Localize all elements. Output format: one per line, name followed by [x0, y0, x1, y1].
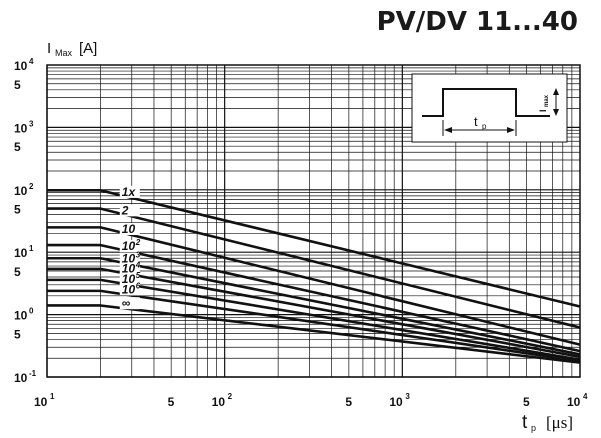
- y-axis-label-main: I: [47, 40, 51, 57]
- x-axis-label: t p [μs]: [522, 412, 573, 433]
- series-label-exponent: 3: [136, 251, 141, 260]
- series-label-exponent: 2: [135, 238, 141, 247]
- y-axis-label-unit: [A]: [79, 40, 97, 57]
- amplitude-label: I: [538, 109, 548, 112]
- x-tick-label: 5: [523, 395, 530, 409]
- y-tick-label: 10: [14, 121, 28, 135]
- plot-frame: [46, 64, 581, 378]
- x-tick-exponent: 1: [50, 392, 55, 401]
- series-label-exponent: 4: [135, 261, 141, 270]
- pulse-inset: t p I max: [411, 73, 568, 143]
- series-line: [47, 267, 581, 359]
- x-tick-exponent: 2: [228, 392, 233, 401]
- amplitude-head-top: [553, 88, 559, 95]
- y-tick-exponent: 3: [29, 119, 34, 128]
- x-tick-label: 5: [168, 395, 175, 409]
- series-label-bg: [119, 204, 140, 217]
- series-label-bg: [119, 283, 140, 296]
- amplitude-sub: max: [544, 94, 550, 107]
- series-line: [47, 256, 581, 356]
- y-tick-exponent: -1: [29, 369, 37, 378]
- series-label: 2: [121, 203, 129, 217]
- y-tick-label: 10: [14, 184, 28, 198]
- series-label: 10: [122, 282, 136, 296]
- y-tick-label: 10: [14, 59, 28, 73]
- pulse-waveform: [422, 88, 550, 117]
- chart-title: PV/DV 11...40: [377, 7, 578, 37]
- series-line: [47, 304, 581, 364]
- series-label-bg: [119, 223, 140, 236]
- x-tick-label: 10: [567, 395, 581, 409]
- y-tick-label: 5: [14, 327, 21, 341]
- x-axis-label-main: t: [522, 412, 528, 433]
- series-label-exponent: 5: [136, 271, 141, 280]
- y-tick-label: 5: [14, 203, 21, 217]
- y-axis-label-sub: Max: [55, 48, 73, 58]
- series-label: ∞: [122, 296, 131, 310]
- y-tick-exponent: 4: [29, 57, 34, 66]
- pulse-width-label: t: [474, 114, 478, 129]
- arrow-head-left: [444, 127, 452, 133]
- y-tick-label: 5: [14, 265, 21, 279]
- arrow-head-right: [507, 127, 515, 133]
- x-tick-label: 10: [212, 395, 226, 409]
- y-tick-label: 5: [14, 78, 21, 92]
- inset-box: [411, 73, 568, 143]
- series-line: [47, 243, 581, 353]
- series-line: [47, 278, 581, 361]
- x-axis-label-unit: [μs]: [546, 413, 573, 432]
- x-tick-exponent: 4: [583, 392, 588, 401]
- series-label: 10: [122, 252, 136, 266]
- series-label-exponent: 6: [136, 281, 141, 290]
- y-tick-label: 10: [14, 246, 28, 260]
- y-tick-exponent: 0: [29, 307, 34, 316]
- series-line: [47, 226, 581, 346]
- y-tick-label: 10: [14, 371, 28, 385]
- series-label-bg: [119, 262, 140, 275]
- series-label-bg: [119, 297, 140, 310]
- series-label: 10: [122, 239, 136, 253]
- y-tick-exponent: 1: [29, 244, 34, 253]
- y-axis-label: I Max [A]: [47, 40, 97, 58]
- series-label-bg: [119, 185, 140, 198]
- series-label-bg: [119, 240, 140, 253]
- series-label-bg: [119, 252, 140, 265]
- series-line: [47, 289, 581, 363]
- series-label: 10: [122, 222, 136, 236]
- series-label: 10: [122, 262, 136, 276]
- x-tick-label: 10: [389, 395, 403, 409]
- y-tick-exponent: 2: [29, 182, 34, 191]
- pulse-width-sub: p: [482, 122, 487, 131]
- x-tick-label: 5: [345, 395, 352, 409]
- series-label-bg: [119, 273, 140, 286]
- x-axis-label-sub: p: [531, 423, 536, 433]
- x-tick-label: 10: [34, 395, 48, 409]
- series-line: [47, 189, 581, 308]
- amplitude-head-bottom: [553, 109, 559, 116]
- series-line: [47, 207, 581, 329]
- y-tick-label: 10: [14, 309, 28, 323]
- series-label: 10: [122, 272, 136, 286]
- series-label: 1x: [122, 185, 137, 199]
- y-tick-label: 5: [14, 140, 21, 154]
- x-tick-exponent: 3: [405, 392, 410, 401]
